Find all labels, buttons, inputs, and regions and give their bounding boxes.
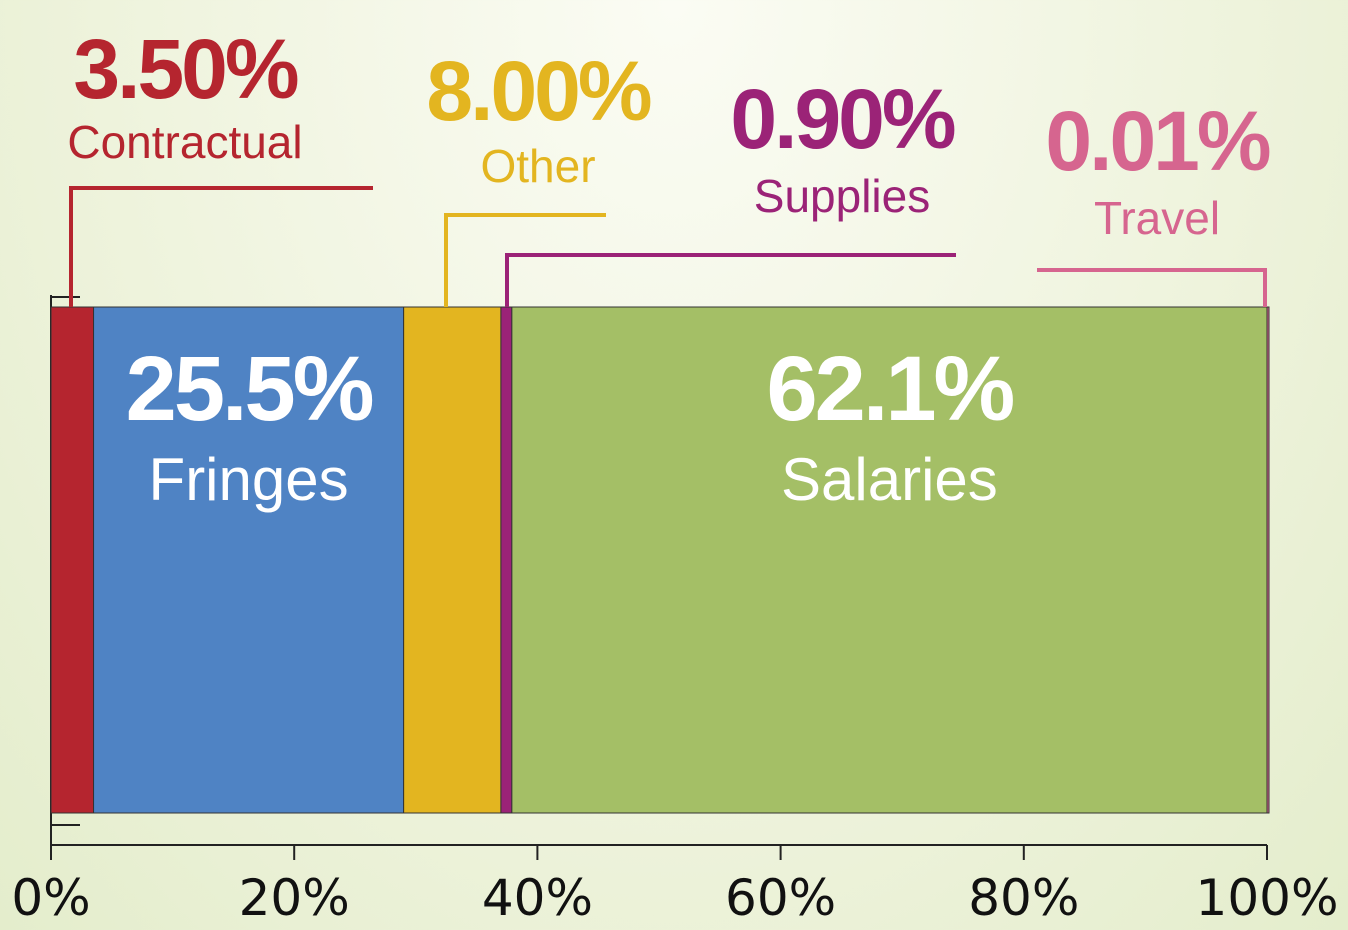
- bar-segment: [511, 306, 1268, 814]
- value-label: 25.5%: [126, 338, 373, 440]
- x-tick-label: 100%: [1196, 869, 1339, 927]
- x-tick-label: 40%: [482, 869, 593, 927]
- series-name: Travel: [1094, 192, 1220, 244]
- leader-line: [69, 186, 373, 307]
- value-label: 8.00%: [426, 44, 650, 138]
- series-name: Fringes: [149, 446, 349, 513]
- bar-segment: [500, 306, 513, 814]
- series-name: Contractual: [67, 116, 302, 168]
- value-label: 0.01%: [1045, 94, 1269, 188]
- x-tick-label: 60%: [725, 869, 836, 927]
- series-name: Salaries: [781, 446, 998, 513]
- value-label: 62.1%: [766, 338, 1013, 440]
- series-name: Supplies: [754, 170, 930, 222]
- series-name: Other: [480, 140, 595, 192]
- leader-line: [505, 253, 956, 307]
- x-tick-label: 80%: [968, 869, 1079, 927]
- value-label: 3.50%: [73, 22, 297, 116]
- bar-segment: [403, 306, 502, 814]
- bar-segment: [93, 306, 405, 814]
- bar-segment: [1266, 306, 1270, 814]
- bar-segment: [50, 306, 95, 814]
- x-tick-label: 20%: [239, 869, 350, 927]
- x-tick-label: 0%: [11, 869, 90, 927]
- value-label: 0.90%: [730, 72, 954, 166]
- leader-line: [1037, 268, 1267, 307]
- leader-line: [444, 213, 606, 307]
